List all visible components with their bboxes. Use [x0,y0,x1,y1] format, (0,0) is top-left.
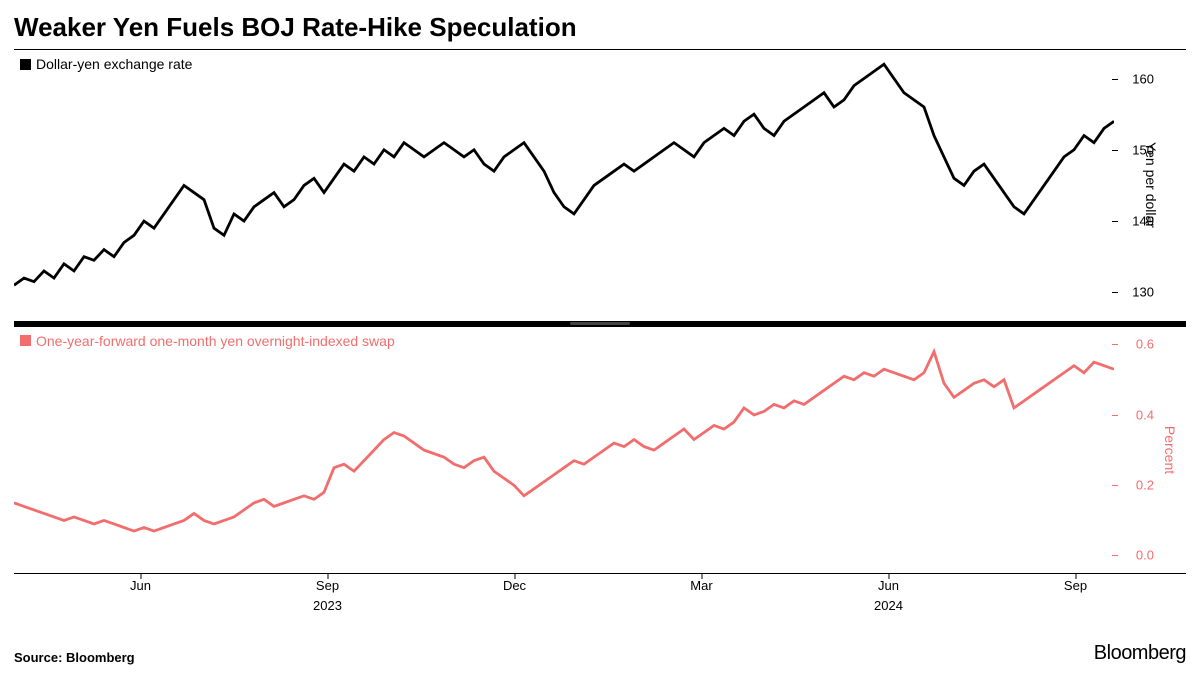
x-tick-label: Mar [690,578,712,593]
x-year-label: 2024 [874,598,903,613]
legend-label-1: Dollar-yen exchange rate [36,56,192,72]
legend-1: Dollar-yen exchange rate [20,56,192,72]
chart-container: Weaker Yen Fuels BOJ Rate-Hike Speculati… [0,0,1200,675]
y-axis-label-1: Yen per dollar [1143,142,1159,228]
legend-2: One-year-forward one-month yen overnight… [20,333,395,349]
y-tick-label: 0.2 [1136,478,1154,493]
plot-2 [14,327,1114,573]
legend-label-2: One-year-forward one-month yen overnight… [36,333,395,349]
x-tick-label: Jun [130,578,151,593]
footer: Source: Bloomberg Bloomberg [14,642,1186,665]
x-axis: Jun Sep Dec Mar Jun Sep 2023 2024 [14,574,1186,624]
y-tick-label: 0.4 [1136,407,1154,422]
chart-area: Dollar-yen exchange rate 130140150160 Ye… [14,49,1186,640]
y-tick-label: 0.0 [1136,548,1154,563]
source-text: Source: Bloomberg [14,650,135,665]
legend-swatch-1 [20,59,31,70]
chart-title: Weaker Yen Fuels BOJ Rate-Hike Speculati… [14,12,1186,43]
y-axis-label-2: Percent [1162,426,1178,474]
panel-ois: One-year-forward one-month yen overnight… [14,326,1186,574]
legend-swatch-2 [20,335,31,346]
y-tick-label: 160 [1132,71,1154,86]
plot-1 [14,50,1114,321]
y-tick-label: 0.6 [1136,337,1154,352]
y-ticks-2: 0.0 0.2 0.4 0.6 [1114,327,1154,573]
y-tick-label: 130 [1132,285,1154,300]
x-tick-label: Jun [878,578,899,593]
x-year-label: 2023 [313,598,342,613]
brand-text: Bloomberg [1094,642,1186,665]
panel-usd-jpy: Dollar-yen exchange rate 130140150160 Ye… [14,49,1186,321]
line-series-2 [14,327,1114,573]
x-tick-label: Dec [503,578,526,593]
line-series-1 [14,50,1114,321]
x-tick-label: Sep [316,578,339,593]
x-tick-label: Sep [1064,578,1087,593]
